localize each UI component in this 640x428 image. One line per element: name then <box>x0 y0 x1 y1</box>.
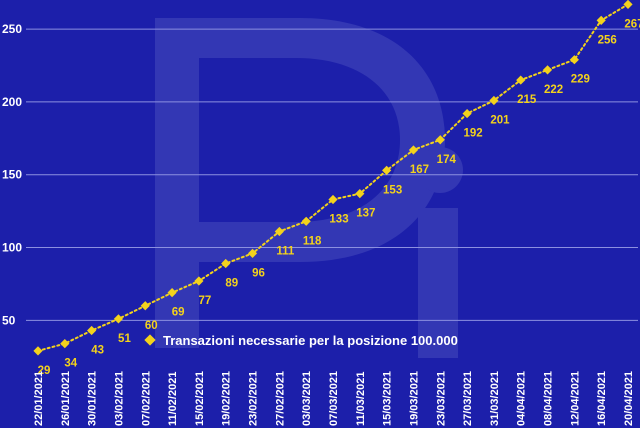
data-point-marker <box>435 135 445 145</box>
y-tick-label: 150 <box>2 168 22 182</box>
data-point-marker <box>113 314 124 324</box>
data-point-marker <box>516 75 526 85</box>
x-tick-label: 23/03/2021 <box>435 371 447 426</box>
data-label: 111 <box>276 246 295 258</box>
x-tick-label: 15/02/2021 <box>194 371 206 426</box>
data-point-marker <box>60 339 70 349</box>
data-label: 43 <box>91 345 104 357</box>
data-label: 192 <box>463 128 482 140</box>
data-point-marker <box>623 0 633 9</box>
data-label: 133 <box>329 213 348 225</box>
y-tick-label: 250 <box>2 22 22 36</box>
data-point-marker <box>462 108 472 119</box>
x-tick-label: 27/03/2021 <box>462 371 474 426</box>
x-tick-label: 30/01/2021 <box>87 371 99 426</box>
data-label: 256 <box>598 34 617 46</box>
data-point-marker <box>167 288 177 298</box>
data-point-marker <box>140 301 150 311</box>
data-label: 229 <box>571 74 590 86</box>
x-tick-label: 11/03/2021 <box>355 372 367 426</box>
x-tick-label: 19/03/2021 <box>408 371 420 426</box>
data-point-marker <box>33 346 43 356</box>
data-point-marker <box>247 248 258 258</box>
data-label: 167 <box>410 164 429 176</box>
data-label: 201 <box>490 114 510 126</box>
x-axis: 22/01/2021 26/01/2021 30/01/2021 03/02/2021… <box>33 371 635 426</box>
data-point-marker <box>221 258 231 269</box>
x-tick-label: 04/04/2021 <box>516 371 528 426</box>
x-tick-label: 07/03/2021 <box>328 371 340 426</box>
x-tick-label: 12/04/2021 <box>569 371 581 426</box>
data-labels: 29 34 43 51 60 69 77 89 96 111 118 133 137 153 167 174 1… <box>38 18 640 377</box>
data-point-marker <box>569 55 579 65</box>
x-tick-label: 11/02/2021 <box>167 372 179 426</box>
data-label: 69 <box>172 307 185 319</box>
x-tick-label: 03/03/2021 <box>301 371 313 426</box>
legend-label: Transazioni necessarie per la posizione … <box>163 333 458 348</box>
x-tick-label: 15/03/2021 <box>382 371 394 426</box>
x-tick-label: 19/02/2021 <box>221 371 233 426</box>
x-tick-label: 07/02/2021 <box>140 371 152 426</box>
data-point-marker <box>87 325 97 336</box>
y-tick-label: 50 <box>2 313 16 327</box>
x-tick-label: 03/02/2021 <box>113 371 125 426</box>
y-tick-label: 200 <box>2 95 22 109</box>
x-tick-label: 31/03/2021 <box>489 371 501 426</box>
data-label: 77 <box>199 295 212 307</box>
data-label: 137 <box>356 208 375 220</box>
x-tick-label: 27/02/2021 <box>274 371 286 426</box>
legend-marker-icon <box>144 334 156 346</box>
data-label: 174 <box>437 154 457 166</box>
data-label: 51 <box>118 333 131 345</box>
data-point-marker <box>328 194 338 205</box>
x-tick-label: 26/01/2021 <box>60 371 72 426</box>
data-point-marker <box>194 276 204 286</box>
data-label: 267 <box>624 18 640 30</box>
pi-logo-watermark-icon <box>155 18 463 358</box>
data-point-marker <box>382 165 392 175</box>
data-label: 118 <box>303 235 322 247</box>
data-label: 89 <box>225 278 238 290</box>
data-point-marker <box>596 15 606 25</box>
data-label: 222 <box>544 84 563 96</box>
data-point-marker <box>301 216 311 226</box>
y-axis: 50 100 150 200 250 <box>2 22 22 327</box>
data-point-marker <box>355 189 365 199</box>
legend: Transazioni necessarie per la posizione … <box>144 333 458 348</box>
x-tick-label: 22/01/2021 <box>33 371 45 426</box>
series-markers <box>33 0 633 356</box>
data-label: 60 <box>145 320 158 332</box>
data-label: 29 <box>38 365 51 377</box>
data-label: 34 <box>64 358 77 370</box>
x-tick-label: 23/02/2021 <box>248 371 260 426</box>
x-tick-label: 16/04/2021 <box>596 371 608 426</box>
x-tick-label: 20/04/2021 <box>623 371 635 426</box>
grid-lines <box>26 28 638 321</box>
data-label: 215 <box>517 94 537 106</box>
data-point-marker <box>408 145 419 155</box>
data-point-marker <box>489 95 499 106</box>
data-point-marker <box>542 65 553 75</box>
data-label: 96 <box>252 267 265 279</box>
data-label: 153 <box>383 184 402 196</box>
data-point-marker <box>274 226 284 237</box>
x-tick-label: 08/04/2021 <box>543 371 555 426</box>
y-tick-label: 100 <box>2 241 22 255</box>
